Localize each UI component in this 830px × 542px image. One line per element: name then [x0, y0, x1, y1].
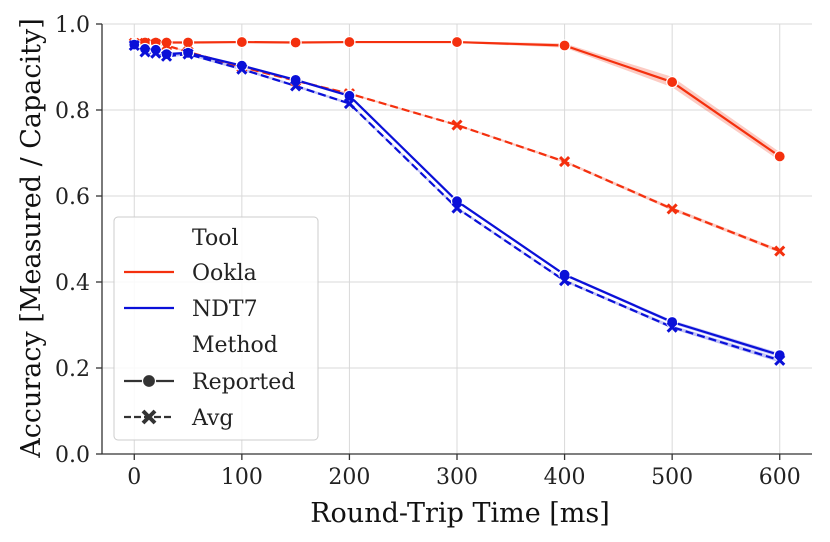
point-ookla-reported-9 — [558, 39, 571, 52]
point-ndt7-reported-3 — [160, 47, 173, 61]
legend-swatch-reported-marker — [141, 373, 157, 389]
x-tick-label-1: 100 — [221, 465, 263, 490]
y-tick-label-1: 0.2 — [55, 357, 90, 382]
y-tick-label-2: 0.4 — [55, 271, 90, 296]
point-ndt7-avg-4 — [182, 48, 194, 60]
x-axis-title: Round-Trip Time [ms] — [310, 498, 610, 529]
y-tick-label-4: 0.8 — [55, 99, 90, 124]
legend-label-ndt7: NDT7 — [192, 297, 258, 322]
series-markers — [128, 35, 786, 366]
legend-heading-method: Method — [192, 333, 278, 358]
tick-labels: 0 100 200 300 400 500 600 0.0 0.2 0.4 0.6 0.8 1.0 — [55, 13, 801, 490]
point-ndt7-avg-8 — [451, 202, 463, 214]
point-ndt7-avg-3 — [160, 50, 173, 62]
legend: Tool Ookla NDT7 Method Reported Avg — [113, 216, 319, 441]
point-ndt7-avg-0 — [128, 39, 140, 52]
point-ndt7-avg-6 — [290, 80, 302, 92]
point-ndt7-avg-11 — [774, 354, 786, 366]
legend-heading-tool: Tool — [192, 226, 239, 251]
x-tick-label-3: 300 — [436, 465, 478, 490]
point-ndt7-avg-2 — [150, 47, 162, 59]
point-ndt7-avg-10 — [666, 321, 678, 333]
point-ookla-avg-11 — [774, 245, 786, 257]
point-ookla-reported-11 — [773, 150, 786, 163]
point-ookla-avg-3 — [160, 39, 173, 52]
point-ookla-reported-7 — [343, 35, 356, 49]
point-ookla-avg-8 — [451, 119, 463, 131]
y-tick-label-3: 0.6 — [55, 185, 90, 210]
point-ookla-reported-10 — [666, 75, 679, 89]
x-tick-label-0: 0 — [127, 465, 141, 490]
point-ndt7-avg-9 — [559, 275, 571, 287]
x-tick-label-5: 500 — [651, 465, 693, 490]
y-tick-label-0: 0.0 — [55, 443, 90, 468]
grid — [102, 23, 812, 455]
point-ookla-reported-5 — [235, 35, 248, 49]
y-tick-label-5: 1.0 — [55, 13, 90, 38]
y-axis-title: Accuracy [Measured / Capacity] — [16, 18, 47, 459]
point-ookla-avg-10 — [666, 203, 678, 215]
point-ookla-reported-6 — [289, 36, 302, 49]
legend-swatch-avg-marker — [141, 409, 157, 425]
point-ookla-reported-3 — [160, 36, 173, 49]
legend-label-ookla: Ookla — [192, 261, 257, 286]
point-ookla-reported-8 — [450, 35, 464, 49]
legend-label-reported: Reported — [192, 370, 295, 395]
point-ndt7-avg-5 — [236, 63, 248, 75]
legend-label-avg: Avg — [191, 406, 234, 431]
point-ookla-avg-9 — [559, 156, 571, 168]
point-ookla-reported-4 — [181, 36, 195, 49]
x-tick-label-2: 200 — [328, 465, 370, 490]
point-ndt7-avg-1 — [139, 46, 151, 58]
point-ndt7-avg-7 — [343, 97, 355, 110]
axes — [96, 23, 812, 460]
point-ndt7-reported-7 — [343, 89, 356, 102]
x-tick-label-6: 600 — [759, 465, 801, 490]
x-tick-label-4: 400 — [544, 465, 586, 490]
